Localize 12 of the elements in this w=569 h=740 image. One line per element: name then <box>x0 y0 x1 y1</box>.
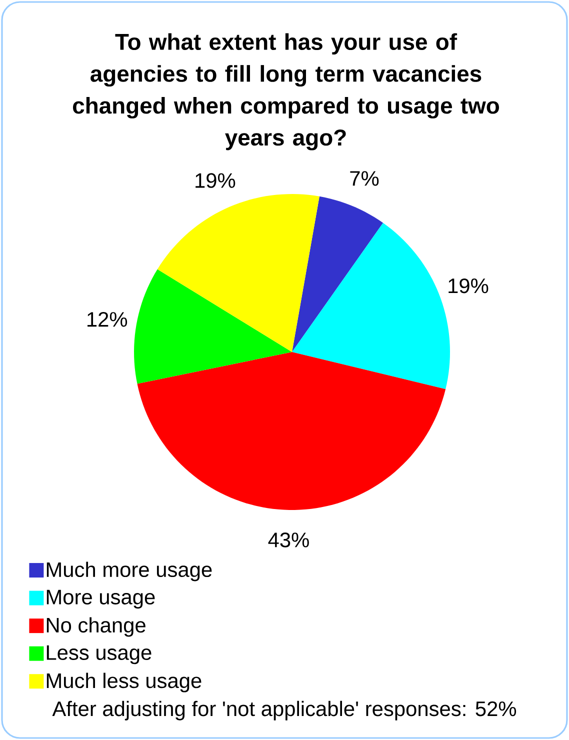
chart-title: To what extent has your use of agencies to fill long term vacancies changed when compared to usage two years ago? <box>73 33 499 150</box>
text: After adjusting for 'not applicable' responses: 52% <box>52 700 516 720</box>
legend-label: Much more usage <box>46 562 212 582</box>
data-label: 7% <box>350 171 379 186</box>
legend-label: More usage <box>46 590 155 609</box>
legend-label: No change <box>46 617 146 637</box>
data-label: 19% <box>448 278 488 294</box>
data-label: 43% <box>268 532 309 548</box>
data-label: 19% <box>196 173 236 188</box>
legend-label: Much less usage <box>46 672 202 692</box>
legend-label: Less usage <box>46 645 152 664</box>
data-label: 12% <box>88 312 128 327</box>
